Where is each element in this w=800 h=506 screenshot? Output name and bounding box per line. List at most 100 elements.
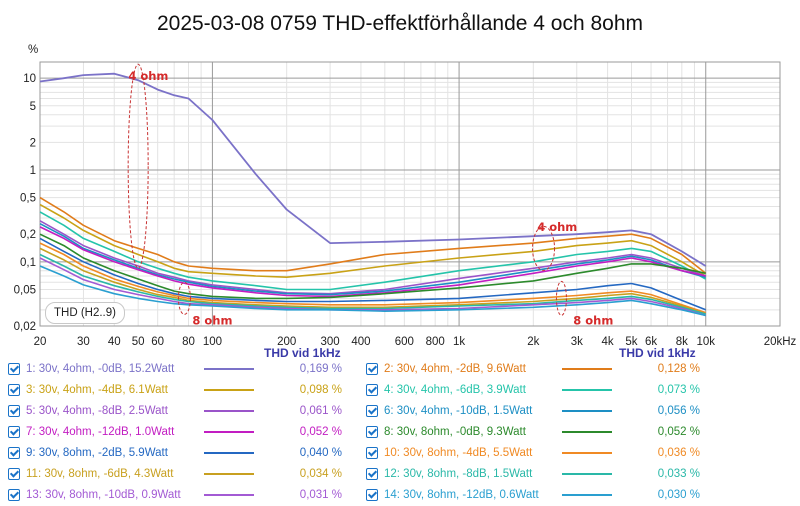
legend-series-label: 10: 30v, 8ohm, -4dB, 5.5Watt (384, 447, 533, 459)
legend-checkbox[interactable] (366, 363, 378, 375)
y-tick-label: 5 (30, 101, 36, 113)
legend-item[interactable]: 3: 30v, 4ohm, -4dB, 6.1Watt 0,098 % (8, 379, 342, 401)
legend-checkbox[interactable] (8, 363, 20, 375)
legend-line-swatch (562, 452, 612, 454)
x-tick-label: 30 (77, 336, 90, 348)
series-line-9 (39, 237, 706, 311)
x-tick-label: 3k (571, 336, 583, 348)
legend-item[interactable]: 13: 30v, 8ohm, -10dB, 0.9Watt 0,031 % (8, 484, 342, 506)
x-tick-label: 4k (602, 336, 614, 348)
x-tick-label: 60 (151, 336, 164, 348)
thd-header-left: THD vid 1kHz (264, 346, 341, 360)
x-tick-label: 8k (676, 336, 688, 348)
series-line-1 (39, 72, 707, 267)
legend-line-swatch (204, 431, 254, 433)
y-tick-label: 2 (30, 137, 36, 149)
legend-item[interactable]: 5: 30v, 4ohm, -8dB, 2.5Watt 0,061 % (8, 400, 342, 422)
x-tick-label: 400 (351, 336, 370, 348)
legend-thd-value: 0,031 % (299, 489, 342, 501)
x-tick-label: 200 (277, 336, 296, 348)
annotation-ellipse (127, 63, 149, 269)
y-tick-label: 0,1 (20, 257, 36, 269)
y-axis-unit-label: % (28, 44, 38, 56)
legend-checkbox[interactable] (8, 468, 20, 480)
legend-checkbox[interactable] (366, 447, 378, 459)
legend-checkbox[interactable] (366, 405, 378, 417)
legend-thd-value: 0,061 % (299, 405, 342, 417)
legend-thd-value: 0,030 % (657, 489, 700, 501)
legend-checkbox[interactable] (8, 447, 20, 459)
x-tick-label: 800 (426, 336, 445, 348)
annotation-label: 4 ohm (128, 69, 168, 83)
legend-item[interactable]: 6: 30v, 4ohm, -10dB, 1.5Watt 0,056 % (366, 400, 700, 422)
legend-item[interactable]: 14: 30v, 8ohm, -12dB, 0.6Watt 0,030 % (366, 484, 700, 506)
legend: THD vid 1kHz THD vid 1kHz 1: 30v, 4ohm, … (0, 344, 800, 506)
y-tick-label: 0,05 (14, 284, 36, 296)
x-tick-label: 2k (527, 336, 539, 348)
series-line-7 (39, 226, 706, 298)
series-line-14 (39, 265, 706, 317)
legend-item[interactable]: 1: 30v, 4ohm, -0dB, 15.2Watt 0,169 % (8, 358, 342, 380)
legend-item[interactable]: 12: 30v, 8ohm, -8dB, 1.5Watt 0,033 % (366, 463, 700, 485)
legend-thd-value: 0,128 % (657, 363, 700, 375)
legend-item[interactable]: 4: 30v, 4ohm, -6dB, 3.9Watt 0,073 % (366, 379, 700, 401)
legend-thd-value: 0,033 % (657, 468, 700, 480)
x-tick-label: 50 (132, 336, 145, 348)
legend-line-swatch (204, 410, 254, 412)
y-tick-label: 1 (30, 165, 36, 177)
legend-item[interactable]: 2: 30v, 4ohm, -2dB, 9.6Watt 0,128 % (366, 358, 700, 380)
legend-series-label: 13: 30v, 8ohm, -10dB, 0.9Watt (26, 489, 181, 501)
legend-thd-value: 0,073 % (657, 384, 700, 396)
legend-checkbox[interactable] (8, 426, 20, 438)
legend-checkbox[interactable] (366, 426, 378, 438)
plot-frame (39, 61, 781, 327)
legend-thd-value: 0,098 % (299, 384, 342, 396)
annotation-label: 4 ohm (537, 220, 577, 234)
legend-checkbox[interactable] (8, 384, 20, 396)
legend-line-swatch (204, 452, 254, 454)
x-tick-label: 40 (108, 336, 121, 348)
x-tick-label: 20kHz (764, 336, 797, 348)
legend-item[interactable]: 7: 30v, 4ohm, -12dB, 1.0Watt 0,052 % (8, 421, 342, 443)
legend-checkbox[interactable] (366, 489, 378, 501)
legend-series-label: 12: 30v, 8ohm, -8dB, 1.5Watt (384, 468, 533, 480)
legend-thd-value: 0,052 % (299, 426, 342, 438)
y-tick-label: 0,02 (14, 321, 36, 333)
thd-range-legend-box[interactable]: THD (H2..9) (45, 302, 125, 324)
y-tick-label: 10 (23, 73, 36, 85)
x-tick-label: 100 (203, 336, 222, 348)
axis-tick-labels: 20 30 40 50 60 80 100 200 300 400 600 800 1k 2k 3k 4k 5k… (14, 73, 797, 348)
annotation-ellipse (532, 225, 556, 271)
annotation-ellipse (177, 281, 191, 315)
legend-thd-value: 0,052 % (657, 426, 700, 438)
legend-item[interactable]: 8: 30v, 8ohm, -0dB, 9.3Watt 0,052 % (366, 421, 700, 443)
legend-item[interactable]: 11: 30v, 8ohm, -6dB, 4.3Watt 0,034 % (8, 463, 342, 485)
legend-line-swatch (204, 494, 254, 496)
legend-checkbox[interactable] (8, 405, 20, 417)
legend-series-label: 7: 30v, 4ohm, -12dB, 1.0Watt (26, 426, 175, 438)
series-line-3 (39, 203, 707, 279)
legend-item[interactable]: 10: 30v, 8ohm, -4dB, 5.5Watt 0,036 % (366, 442, 700, 464)
x-tick-label: 6k (645, 336, 657, 348)
legend-series-label: 11: 30v, 8ohm, -6dB, 4.3Watt (26, 468, 174, 480)
series-line-4 (39, 211, 707, 291)
legend-checkbox[interactable] (366, 384, 378, 396)
legend-checkbox[interactable] (366, 468, 378, 480)
legend-series-label: 4: 30v, 4ohm, -6dB, 3.9Watt (384, 384, 526, 396)
thd-chart: 2025-03-08 0759 THD-effektförhållande 4 … (14, 12, 797, 348)
annotation-label: 8 ohm (573, 313, 613, 327)
x-tick-label: 10k (696, 336, 715, 348)
legend-series-label: 14: 30v, 8ohm, -12dB, 0.6Watt (384, 489, 539, 501)
x-tick-label: 20 (34, 336, 47, 348)
legend-line-swatch (562, 473, 612, 475)
legend-series-label: 9: 30v, 8ohm, -2dB, 5.9Watt (26, 447, 168, 459)
series-line-12 (39, 253, 706, 315)
legend-series-label: 2: 30v, 4ohm, -2dB, 9.6Watt (384, 363, 526, 375)
legend-checkbox[interactable] (8, 489, 20, 501)
annotation-ellipse (555, 280, 567, 316)
series-line-2 (39, 196, 707, 274)
legend-item[interactable]: 9: 30v, 8ohm, -2dB, 5.9Watt 0,040 % (8, 442, 342, 464)
legend-line-swatch (562, 431, 612, 433)
x-tick-label: 1k (453, 336, 465, 348)
annotation-ellipses (127, 63, 567, 316)
